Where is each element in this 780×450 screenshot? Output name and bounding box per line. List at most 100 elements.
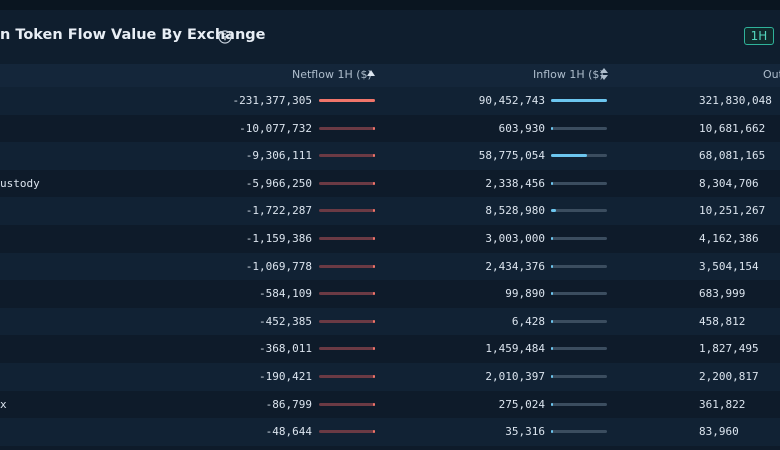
inflow-bar-fill bbox=[551, 126, 553, 130]
column-header-netflow-label: Netflow 1H ($) bbox=[292, 68, 372, 81]
inflow-bar bbox=[551, 319, 607, 323]
inflow-bar-fill bbox=[551, 209, 557, 213]
table-row[interactable]: x -86,799 275,024 361,822 bbox=[0, 390, 780, 419]
netflow-bar bbox=[319, 319, 375, 323]
netflow-bar bbox=[319, 264, 375, 268]
table-row[interactable]: -1,159,386 3,003,000 4,162,386 bbox=[0, 224, 780, 253]
netflow-bar-fill bbox=[373, 402, 375, 406]
netflow-bar bbox=[319, 347, 375, 351]
netflow-value: -9,306,111 bbox=[245, 149, 312, 163]
table-row[interactable]: -452,385 6,428 458,812 bbox=[0, 307, 780, 336]
inflow-value: 2,338,456 bbox=[485, 176, 545, 190]
netflow-value: -1,159,386 bbox=[245, 231, 312, 245]
inflow-bar bbox=[551, 292, 607, 296]
exchange-name[interactable]: x bbox=[0, 397, 7, 411]
outflow-value: 361,822 bbox=[699, 397, 746, 411]
netflow-bar-fill bbox=[373, 292, 375, 296]
netflow-bar-fill bbox=[319, 99, 375, 102]
inflow-value: 2,434,376 bbox=[485, 259, 545, 273]
netflow-bar bbox=[319, 209, 375, 213]
netflow-bar bbox=[319, 430, 375, 434]
inflow-bar-fill bbox=[551, 402, 553, 406]
timeframe-button[interactable]: 1H bbox=[744, 27, 774, 45]
table-row[interactable]: -1,722,287 8,528,980 10,251,267 bbox=[0, 197, 780, 225]
outflow-value: 4,162,386 bbox=[699, 231, 759, 245]
inflow-bar-fill bbox=[551, 374, 553, 378]
sort-up-icon[interactable] bbox=[367, 70, 375, 76]
netflow-bar bbox=[319, 402, 375, 406]
inflow-bar bbox=[551, 181, 607, 185]
netflow-bar-fill bbox=[373, 374, 375, 378]
info-icon[interactable] bbox=[218, 30, 232, 44]
inflow-value: 99,890 bbox=[505, 287, 545, 301]
outflow-value: 458,812 bbox=[699, 314, 746, 328]
netflow-value: -5,966,250 bbox=[245, 176, 312, 190]
inflow-bar-fill bbox=[551, 99, 607, 102]
netflow-value: -1,722,287 bbox=[245, 204, 312, 218]
column-header-inflow[interactable]: Inflow 1H ($) bbox=[533, 68, 604, 81]
inflow-bar bbox=[551, 236, 607, 240]
netflow-value: -86,799 bbox=[265, 397, 312, 411]
inflow-bar bbox=[551, 99, 607, 102]
inflow-bar bbox=[551, 264, 607, 268]
netflow-value: -584,109 bbox=[259, 287, 312, 301]
inflow-value: 35,316 bbox=[505, 425, 545, 439]
netflow-bar bbox=[319, 99, 375, 102]
column-header-netflow[interactable]: Netflow 1H ($) bbox=[292, 68, 372, 81]
panel-header bbox=[0, 10, 780, 64]
netflow-bar-fill bbox=[373, 264, 375, 268]
outflow-value: 2,200,817 bbox=[699, 369, 759, 383]
inflow-bar-fill bbox=[551, 264, 553, 268]
inflow-bar bbox=[551, 126, 607, 130]
column-header-inflow-label: Inflow 1H ($) bbox=[533, 68, 604, 81]
netflow-bar-fill bbox=[373, 347, 375, 351]
page-title: n Token Flow Value By Exchange bbox=[0, 27, 266, 43]
outflow-value: 10,251,267 bbox=[699, 204, 766, 218]
outflow-value: 10,681,662 bbox=[699, 121, 766, 135]
inflow-value: 58,775,054 bbox=[478, 149, 545, 163]
table-row[interactable]: ustody -5,966,250 2,338,456 8,304,706 bbox=[0, 169, 780, 198]
netflow-value: -1,069,778 bbox=[245, 259, 312, 273]
netflow-value: -48,644 bbox=[265, 425, 312, 439]
netflow-bar-fill bbox=[372, 154, 375, 158]
netflow-value: -452,385 bbox=[259, 314, 312, 328]
inflow-value: 90,452,743 bbox=[478, 94, 545, 107]
inflow-bar-fill bbox=[551, 154, 588, 158]
table-row[interactable]: -190,421 2,010,397 2,200,817 bbox=[0, 362, 780, 391]
outflow-value: 321,830,048 bbox=[699, 94, 772, 107]
netflow-bar bbox=[319, 236, 375, 240]
outflow-value: 3,504,154 bbox=[699, 259, 759, 273]
table-row[interactable]: -9,306,111 58,775,054 68,081,165 bbox=[0, 142, 780, 170]
column-header-outflow[interactable]: Out bbox=[763, 68, 780, 81]
netflow-bar bbox=[319, 374, 375, 378]
inflow-bar-fill bbox=[551, 319, 553, 323]
netflow-bar bbox=[319, 154, 375, 158]
table-row[interactable]: -48,644 35,316 83,960 bbox=[0, 418, 780, 446]
inflow-value: 2,010,397 bbox=[485, 369, 545, 383]
table-row[interactable]: -1,069,778 2,434,376 3,504,154 bbox=[0, 252, 780, 281]
netflow-bar-fill bbox=[372, 126, 375, 130]
inflow-value: 6,428 bbox=[511, 314, 545, 328]
inflow-bar-fill bbox=[551, 292, 553, 296]
netflow-bar-fill bbox=[373, 181, 375, 185]
inflow-value: 603,930 bbox=[498, 121, 545, 135]
outflow-value: 68,081,165 bbox=[699, 149, 766, 163]
outflow-value: 1,827,495 bbox=[699, 342, 759, 356]
outflow-value: 8,304,706 bbox=[699, 176, 759, 190]
inflow-value: 275,024 bbox=[498, 397, 545, 411]
inflow-value: 1,459,484 bbox=[485, 342, 545, 356]
inflow-bar bbox=[551, 347, 607, 351]
inflow-bar bbox=[551, 430, 607, 434]
sort-both-icon[interactable] bbox=[600, 68, 608, 80]
table-row[interactable]: -584,109 99,890 683,999 bbox=[0, 280, 780, 308]
inflow-value: 8,528,980 bbox=[485, 204, 545, 218]
table-row[interactable]: -231,377,305 90,452,743 321,830,048 bbox=[0, 87, 780, 115]
exchange-name[interactable]: ustody bbox=[0, 176, 40, 190]
netflow-value: -190,421 bbox=[259, 369, 312, 383]
column-header-outflow-label: Out bbox=[763, 68, 780, 81]
table-row[interactable]: -10,077,732 603,930 10,681,662 bbox=[0, 114, 780, 143]
netflow-bar-fill bbox=[373, 430, 375, 434]
table-row[interactable]: -368,011 1,459,484 1,827,495 bbox=[0, 335, 780, 363]
top-strip bbox=[0, 0, 780, 10]
netflow-bar bbox=[319, 181, 375, 185]
